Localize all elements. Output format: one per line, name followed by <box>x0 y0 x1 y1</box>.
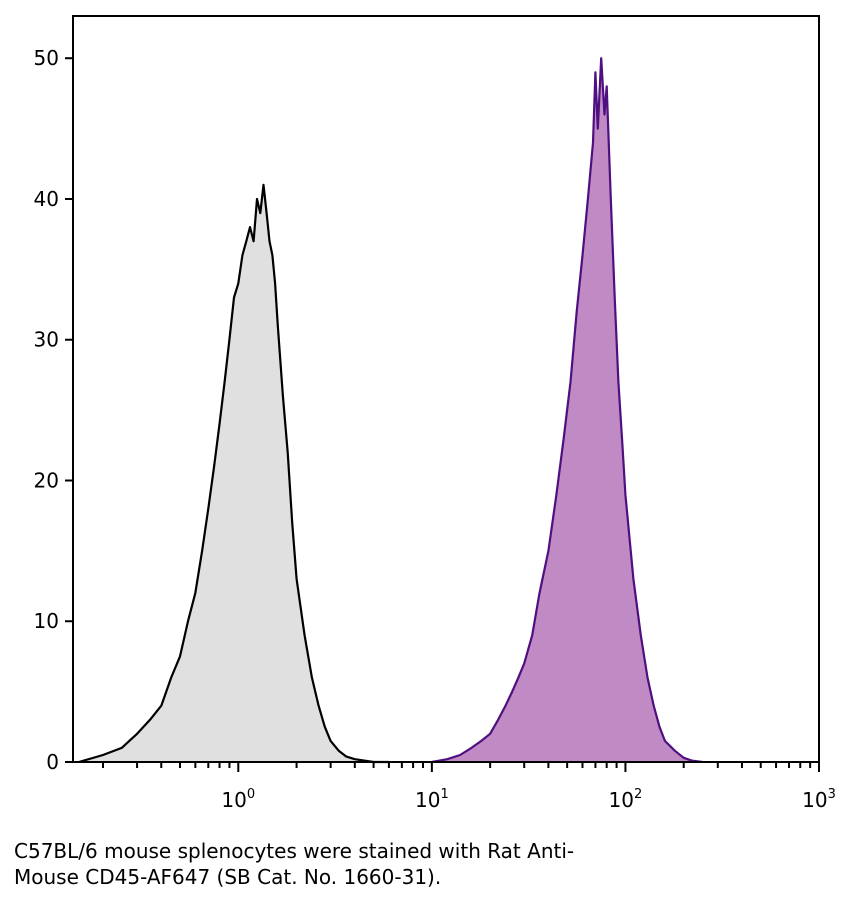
series-layer <box>78 57 703 764</box>
series-2-line <box>431 57 703 764</box>
histogram-chart: 0 10 20 30 40 50 100 101 102 103 <box>34 15 836 812</box>
series-1-line <box>78 183 389 764</box>
y-tick-label: 40 <box>34 187 59 211</box>
y-tick-label: 10 <box>34 609 59 633</box>
y-tick-label: 20 <box>34 468 59 492</box>
x-tick-label: 102 <box>609 787 643 812</box>
y-tick-label: 0 <box>46 750 59 774</box>
caption-line-1: C57BL/6 mouse splenocytes were stained w… <box>14 839 575 863</box>
x-tick-label: 100 <box>221 787 255 812</box>
axis-layer: 0 10 20 30 40 50 100 101 102 103 <box>34 46 836 812</box>
x-tick-label: 101 <box>415 787 449 812</box>
caption-line-2: Mouse CD45-AF647 (SB Cat. No. 1660-31). <box>14 865 442 889</box>
y-tick-label: 50 <box>34 46 59 70</box>
series-1-area <box>78 184 389 762</box>
y-tick-label: 30 <box>34 328 59 352</box>
plot-frame <box>72 15 820 763</box>
x-tick-label: 103 <box>802 787 836 812</box>
figure-caption: C57BL/6 mouse splenocytes were stained w… <box>14 838 834 890</box>
